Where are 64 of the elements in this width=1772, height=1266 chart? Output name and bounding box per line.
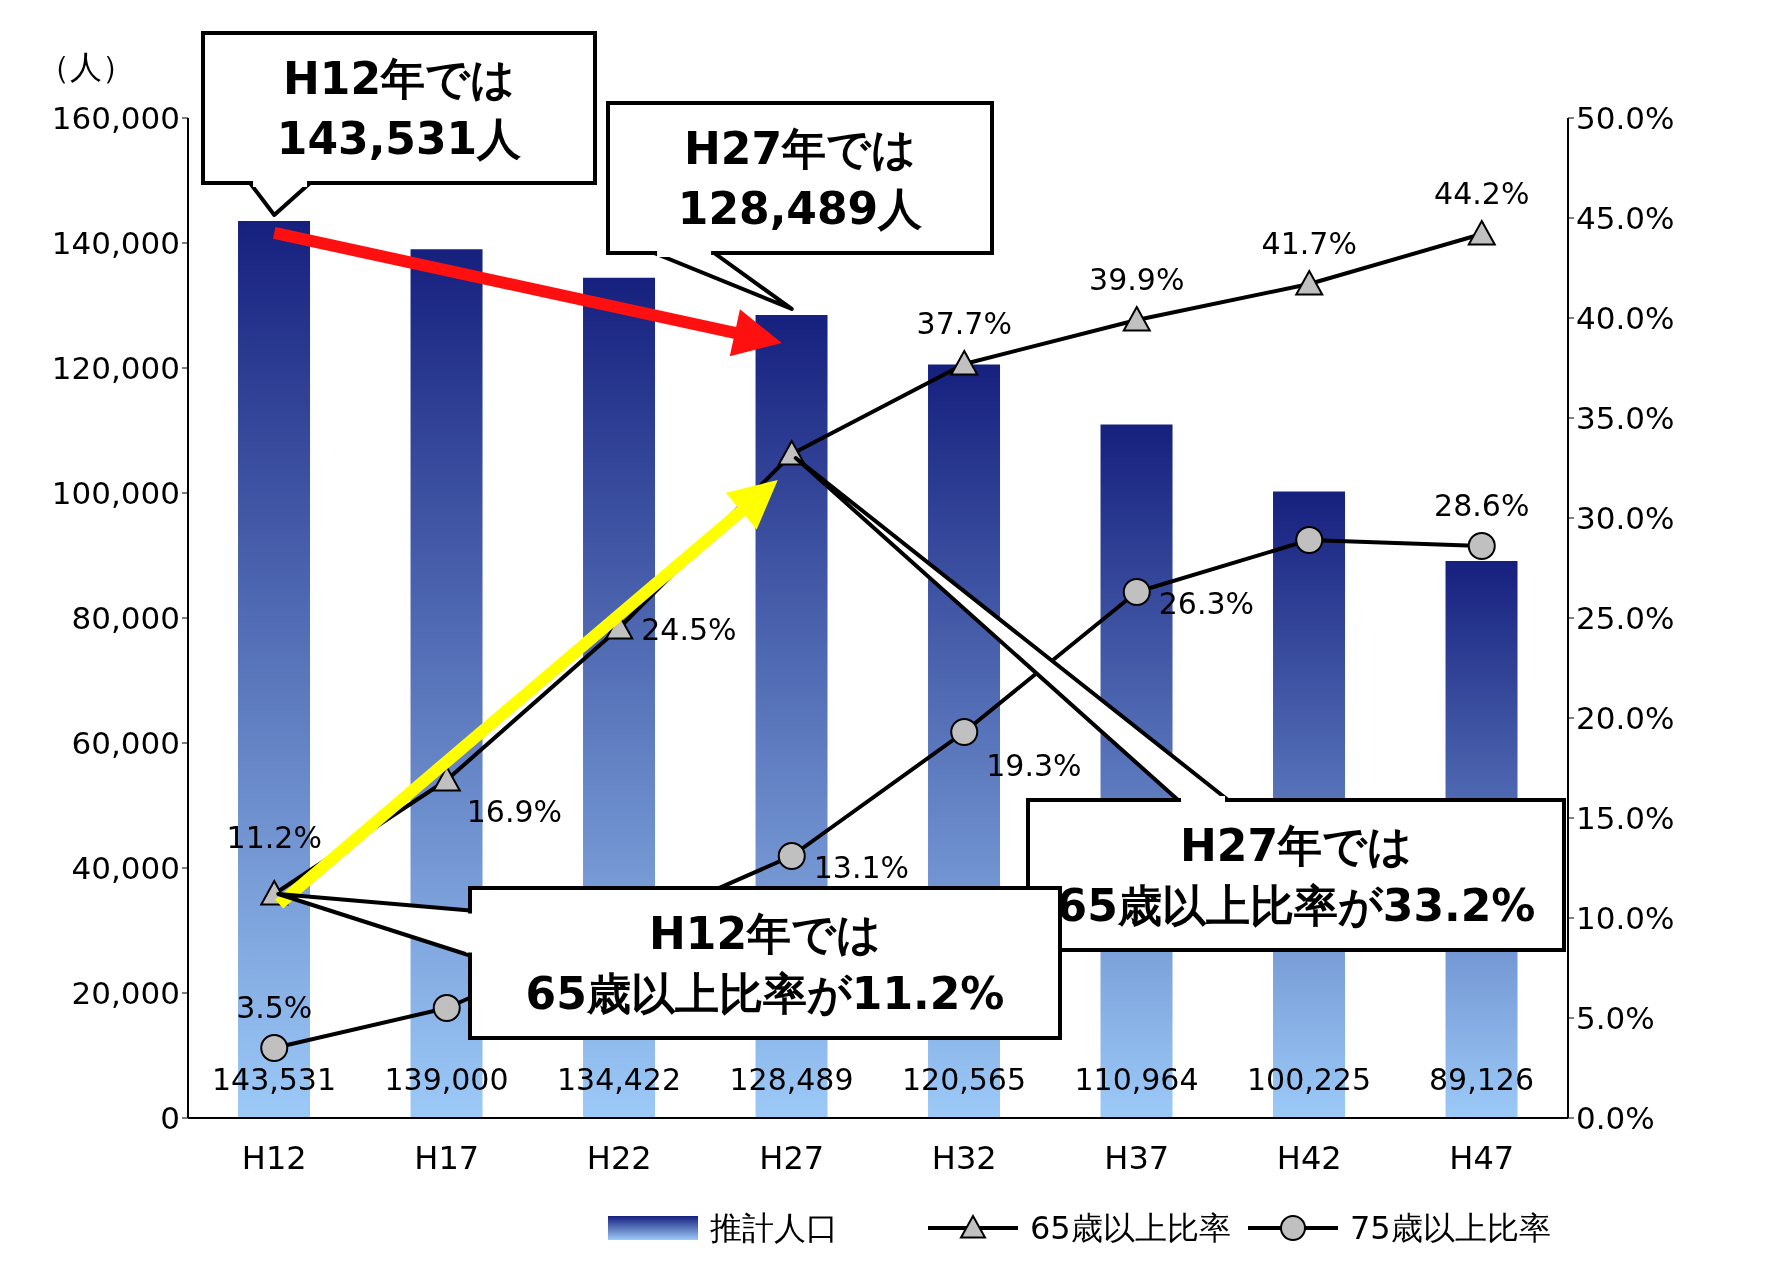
point bbox=[1467, 532, 1496, 560]
x-tick-label: H27 bbox=[759, 1138, 825, 1177]
y-tick-label: 40,000 bbox=[71, 850, 180, 887]
legend-label: 65歳以上比率 bbox=[1030, 1209, 1231, 1247]
data-label: 3.5% bbox=[236, 990, 313, 1025]
y-tick-label: 160,000 bbox=[51, 100, 180, 137]
y-axis-title: （人） bbox=[38, 48, 134, 86]
y-tick-label: 0 bbox=[160, 1100, 180, 1137]
y2-tick-label: 0.0% bbox=[1576, 1100, 1655, 1137]
y-tick-label: 120,000 bbox=[51, 350, 180, 387]
speech-callout: H12年では 143,531人 bbox=[201, 31, 597, 217]
y-tick-label: 140,000 bbox=[51, 225, 180, 262]
data-label: 44.2% bbox=[1434, 176, 1530, 211]
annotation: H27年では 65歳以上比率が33.2% bbox=[1056, 820, 1536, 931]
point bbox=[1122, 306, 1151, 332]
point bbox=[432, 994, 461, 1022]
legend-label: 75歳以上比率 bbox=[1350, 1209, 1551, 1247]
point bbox=[950, 350, 979, 376]
x-tick-label: H12 bbox=[241, 1138, 307, 1177]
annotation: H12年では 143,531人 bbox=[276, 53, 522, 164]
y2-tick-label: 30.0% bbox=[1576, 500, 1675, 537]
x-tick-label: H32 bbox=[931, 1138, 997, 1177]
annotation: H27年では 128,489人 bbox=[677, 123, 923, 234]
y2-tick-label: 50.0% bbox=[1576, 100, 1675, 137]
y-tick-label: 80,000 bbox=[71, 600, 180, 637]
data-label: 110,964 bbox=[1074, 1062, 1199, 1097]
data-label: 128,489 bbox=[729, 1062, 854, 1097]
point bbox=[950, 718, 979, 746]
point bbox=[260, 1034, 289, 1062]
x-tick-label: H42 bbox=[1276, 1138, 1342, 1177]
data-label: 28.6% bbox=[1434, 488, 1530, 523]
legend-label: 推計人口 bbox=[710, 1209, 838, 1247]
data-label: 134,422 bbox=[556, 1062, 682, 1097]
x-tick-label: H17 bbox=[414, 1138, 480, 1177]
data-label: 13.1% bbox=[813, 850, 910, 885]
y2-tick-label: 40.0% bbox=[1576, 300, 1675, 337]
speech-callout: H27年では 128,489人 bbox=[606, 101, 994, 311]
y-tick-label: 60,000 bbox=[71, 725, 180, 762]
data-label: 143,531 bbox=[211, 1062, 337, 1097]
y2-tick-label: 5.0% bbox=[1576, 1000, 1655, 1037]
point bbox=[777, 842, 806, 870]
y2-tick-label: 15.0% bbox=[1576, 800, 1675, 837]
x-tick-label: H47 bbox=[1449, 1138, 1515, 1177]
x-tick-label: H22 bbox=[586, 1138, 652, 1177]
point bbox=[432, 766, 461, 792]
point bbox=[1295, 526, 1324, 554]
y-tick-label: 100,000 bbox=[51, 475, 180, 512]
data-label: 139,000 bbox=[384, 1062, 509, 1097]
y-tick-label: 20,000 bbox=[71, 975, 180, 1012]
point bbox=[1467, 220, 1496, 246]
point bbox=[1122, 578, 1151, 606]
data-label: 89,126 bbox=[1429, 1062, 1535, 1097]
y2-tick-label: 20.0% bbox=[1576, 700, 1675, 737]
data-label: 39.9% bbox=[1089, 262, 1185, 297]
data-label: 100,225 bbox=[1246, 1062, 1372, 1097]
y2-tick-label: 10.0% bbox=[1576, 900, 1675, 937]
y2-tick-label: 25.0% bbox=[1576, 600, 1675, 637]
y2-tick-label: 45.0% bbox=[1576, 200, 1675, 237]
x-tick-label: H37 bbox=[1104, 1138, 1170, 1177]
annotation: H12年では 65歳以上比率が11.2% bbox=[525, 908, 1005, 1019]
y2-tick-label: 35.0% bbox=[1576, 400, 1675, 437]
point bbox=[1295, 270, 1324, 296]
data-label: 41.7% bbox=[1261, 226, 1357, 261]
data-label: 120,565 bbox=[901, 1062, 1027, 1097]
